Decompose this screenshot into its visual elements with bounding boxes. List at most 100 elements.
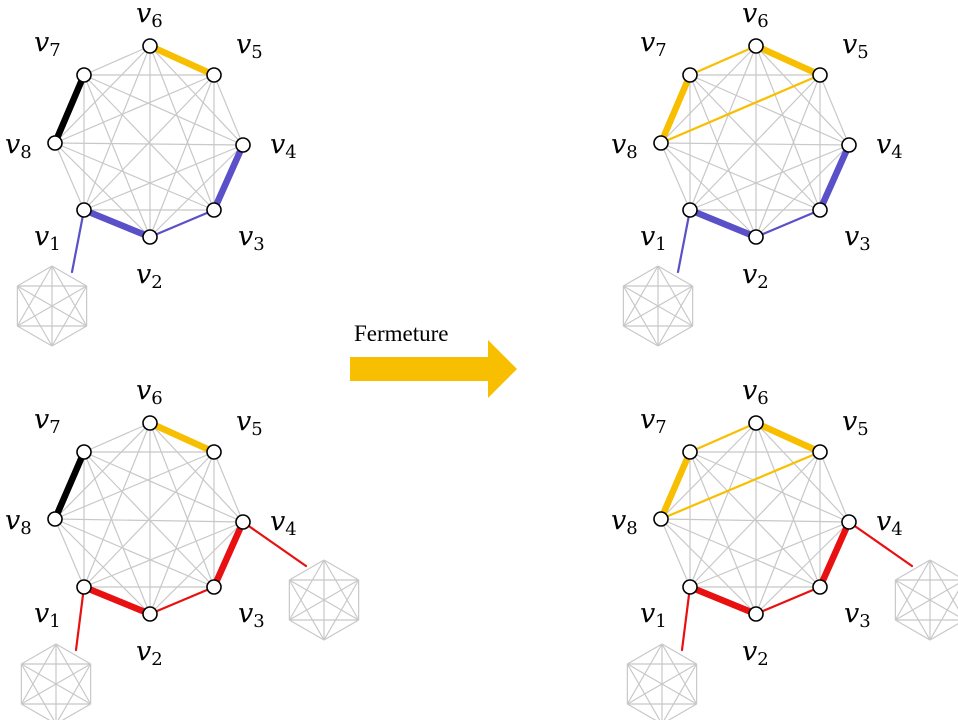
vertex-v8	[653, 511, 669, 527]
vertex-v5	[206, 444, 222, 460]
blue-heavy-edge	[686, 206, 760, 241]
cluster-edge	[929, 559, 958, 610]
closure-arrow: Fermeture	[350, 321, 517, 398]
vertex-label-v6: v6	[136, 375, 163, 409]
vertex-v6	[142, 415, 158, 431]
vertex-label-v3: v3	[844, 221, 871, 255]
vertex-label-v8: v8	[5, 129, 32, 163]
grey-edge	[83, 144, 244, 211]
grey-edge	[54, 518, 85, 588]
vertex-v6	[748, 38, 764, 54]
vertex-label-v3: v3	[238, 221, 265, 255]
cluster-edge	[51, 325, 87, 347]
blue-heavy-edge	[80, 206, 154, 241]
vertex-v8	[47, 511, 63, 527]
cluster-edge	[20, 643, 57, 705]
cluster-edge	[623, 265, 659, 287]
vertex-v3	[206, 202, 222, 218]
vertex-label-v1: v1	[640, 221, 667, 255]
yellow-thin-edge	[688, 421, 758, 454]
vertex-label-v6: v6	[742, 0, 769, 32]
vertex-v2	[142, 229, 158, 245]
vertex-v1	[682, 202, 698, 218]
red-thin-edge	[74, 585, 86, 652]
vertex-v2	[748, 229, 764, 245]
vertex-v3	[206, 579, 222, 595]
panel-after-bottom: v1 v2 v3 v4 v5 v6 v7 v8	[611, 375, 958, 720]
vertex-label-v3: v3	[238, 598, 265, 632]
cluster-edge	[626, 643, 663, 705]
grey-edge	[149, 45, 215, 211]
cluster-edge	[895, 619, 931, 641]
grey-edge	[689, 74, 821, 211]
cluster-edge	[663, 663, 698, 720]
cluster-edge	[627, 703, 657, 720]
vertex-label-v2: v2	[742, 259, 769, 293]
grey-edge	[54, 518, 215, 588]
cluster-edge	[17, 285, 87, 327]
arrow-label: Fermeture	[354, 321, 449, 346]
vertex-v8	[47, 135, 63, 151]
blue-thin-edge	[754, 208, 822, 239]
cluster-edge	[289, 559, 325, 581]
external-clique-1	[20, 643, 92, 720]
grey-edge	[54, 518, 151, 615]
vertex-label-v8: v8	[611, 129, 638, 163]
vertex-label-v4: v4	[876, 129, 903, 163]
yellow-heavy-edge	[752, 42, 824, 79]
grey-edge	[54, 422, 151, 520]
panel-before-top: v1 v2 v3 v4 v5 v6 v7 v8	[5, 0, 297, 347]
grey-edge	[149, 45, 244, 146]
vertex-v6	[748, 415, 764, 431]
red-thin-edge	[754, 585, 822, 616]
vertex-label-v8: v8	[5, 505, 32, 539]
vertex-v3	[812, 579, 828, 595]
blue-thin-edge	[148, 208, 216, 239]
grey-edge	[660, 142, 821, 211]
grey-edge	[83, 74, 215, 211]
yellow-thin-edge	[659, 450, 822, 521]
cluster-edge	[622, 265, 659, 327]
vertex-v6	[142, 38, 158, 54]
black-heavy-edge	[51, 448, 88, 523]
grey-edge	[660, 142, 850, 146]
cluster-edge	[627, 643, 663, 665]
external-clique-2	[288, 559, 360, 641]
cluster-edge	[21, 643, 57, 665]
cluster-edge	[323, 619, 359, 641]
vertex-v3	[812, 202, 828, 218]
vertex-v7	[76, 444, 92, 460]
vertex-v2	[142, 606, 158, 622]
grey-edge	[660, 518, 850, 523]
grey-edge	[819, 451, 850, 523]
cluster-edge	[61, 703, 91, 720]
vertex-label-v5: v5	[842, 29, 869, 63]
grey-edge	[660, 518, 821, 588]
grey-edge	[213, 451, 244, 523]
red-heavy-edge	[686, 583, 760, 618]
grey-edge	[83, 45, 151, 76]
vertex-v8	[653, 135, 669, 151]
cluster-edge	[289, 579, 359, 621]
yellow-heavy-edge	[146, 419, 218, 456]
grey-edge	[149, 74, 215, 238]
vertex-v7	[682, 67, 698, 83]
cluster-edge	[17, 325, 53, 347]
blue-heavy-edge	[816, 141, 853, 214]
grey-edge	[689, 144, 850, 211]
red-thin-edge	[148, 585, 216, 616]
cluster-edge	[667, 703, 697, 720]
grey-edge	[660, 45, 757, 144]
external-clique-1	[16, 265, 88, 347]
grey-edge	[660, 518, 691, 588]
vertex-label-v6: v6	[742, 375, 769, 409]
vertex-v5	[812, 67, 828, 83]
grey-edge	[755, 422, 821, 588]
vertex-v4	[841, 514, 857, 530]
vertex-v5	[812, 444, 828, 460]
grey-edge	[54, 142, 85, 211]
vertex-v5	[206, 67, 222, 83]
panel-before-bottom: v1 v2 v3 v4 v5 v6 v7 v8	[5, 375, 360, 720]
vertex-label-v7: v7	[640, 27, 667, 61]
grey-edge	[660, 142, 757, 238]
